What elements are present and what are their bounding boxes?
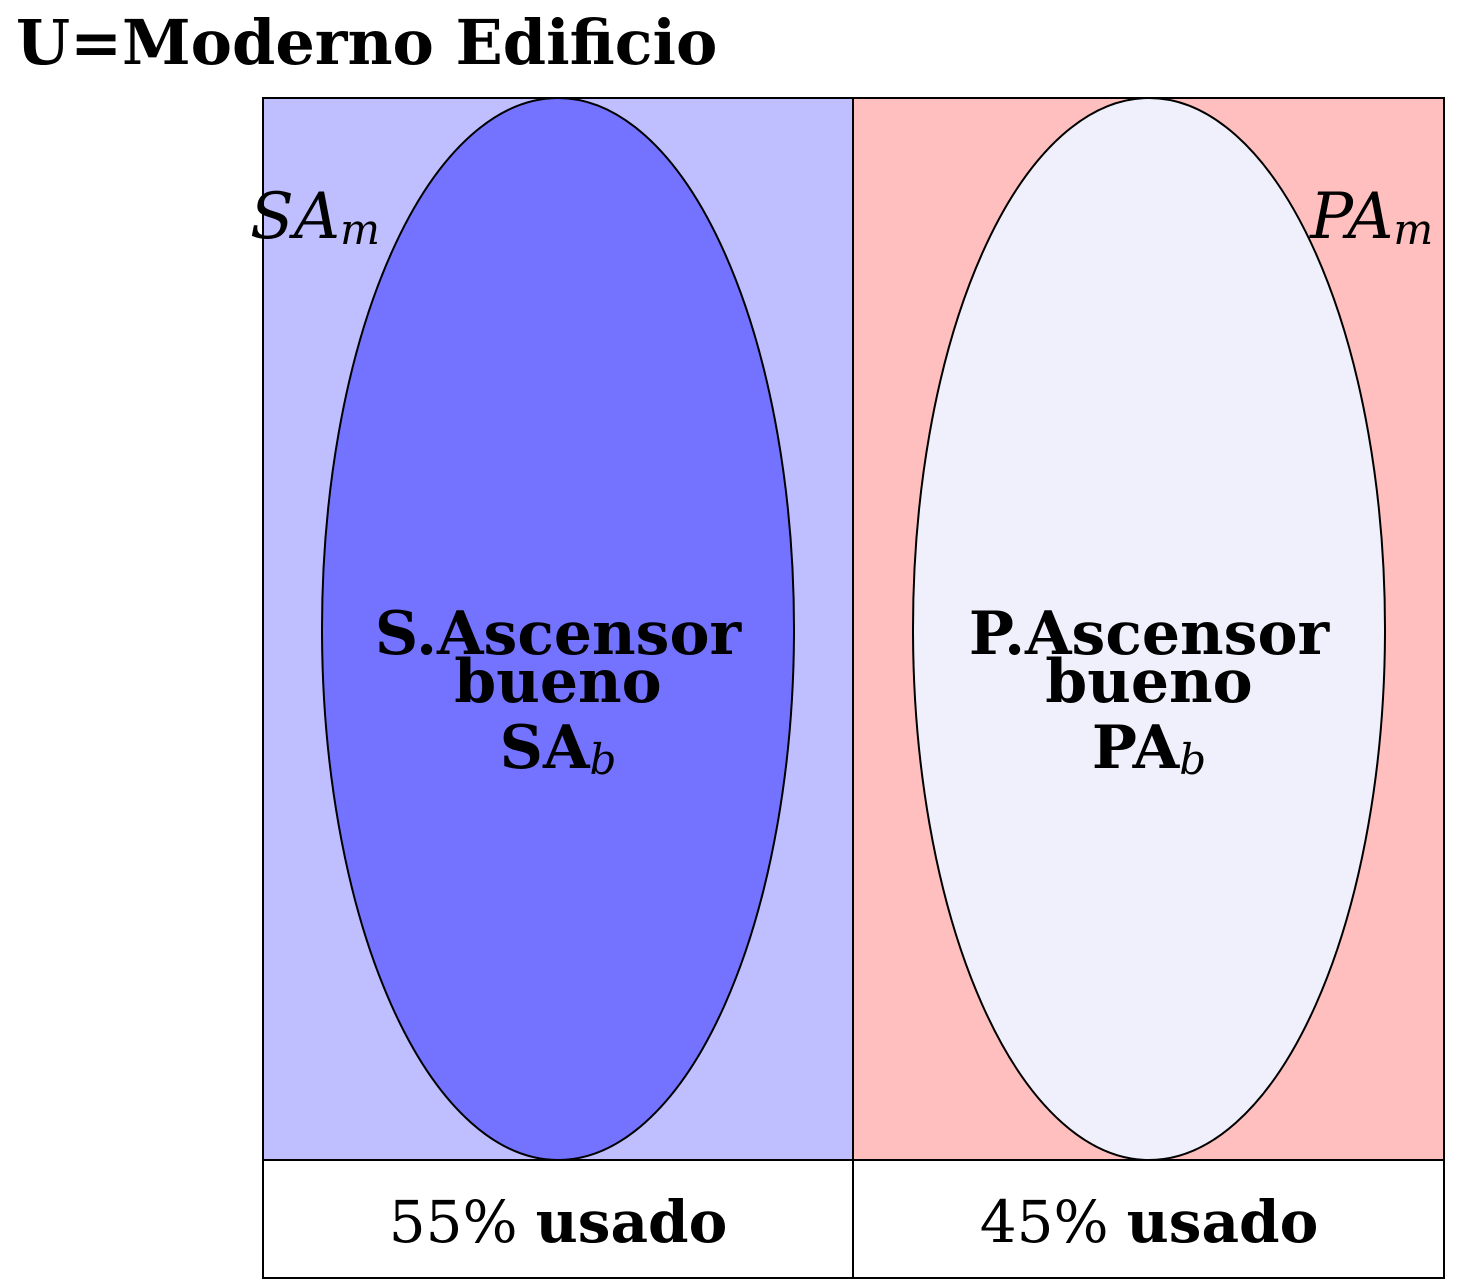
left-percent-cell — [262, 1159, 854, 1279]
right-center-symbol: PAb — [1092, 713, 1206, 784]
diagram-title: U=Moderno Edificio — [16, 6, 717, 79]
left-percent-label: 55% usado — [389, 1188, 728, 1256]
right-percent-label: 45% usado — [980, 1188, 1319, 1256]
left-center-line-2: bueno — [454, 647, 661, 717]
right-center-line-1: P.Ascensor — [969, 599, 1331, 669]
left-corner-label: SAm — [250, 180, 380, 254]
right-percent-cell — [852, 1159, 1445, 1279]
right-center-line-2: bueno — [1045, 647, 1252, 717]
right-corner-label: PAm — [1309, 180, 1433, 254]
left-center-line-1: S.Ascensor — [375, 599, 743, 669]
left-center-symbol: SAb — [500, 713, 617, 784]
